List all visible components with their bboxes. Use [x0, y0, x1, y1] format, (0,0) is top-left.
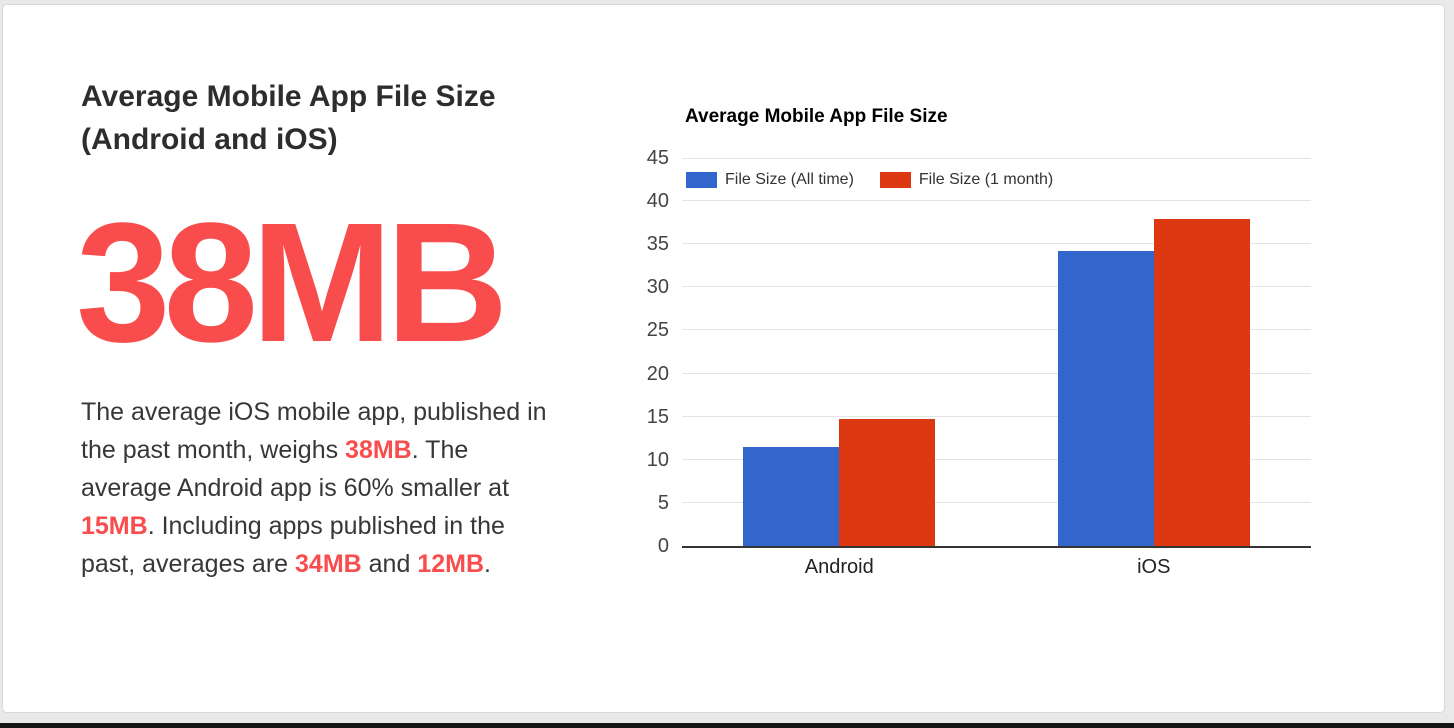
gridline-30	[682, 286, 1311, 288]
gridline-10	[682, 458, 1311, 460]
y-axis-label-35: 35	[646, 233, 669, 256]
y-axis-label-25: 25	[646, 319, 669, 342]
stat-value: 38MB	[76, 188, 508, 378]
legend-label: File Size (1 month)	[918, 171, 1054, 188]
chart-plot-area: File Size (All time) File Size (1 month) …	[647, 147, 1311, 578]
description-text: and	[361, 550, 418, 578]
y-axis-label-30: 30	[646, 276, 669, 299]
bar-ios-1-month	[1153, 219, 1250, 546]
y-axis-label-10: 10	[646, 448, 669, 471]
description-text: . The average Android app is 60% smaller…	[81, 436, 510, 502]
y-axis-label-15: 15	[646, 405, 669, 428]
bar-android-all-time	[743, 446, 840, 546]
description-text: The average iOS mobile app, published in…	[81, 398, 547, 464]
chart-legend: File Size (All time) File Size (1 month)	[686, 171, 1079, 189]
gridline-15	[682, 415, 1311, 417]
description-text: .	[484, 550, 491, 578]
gridline-40	[682, 200, 1311, 202]
bar-android-1-month	[839, 419, 936, 546]
legend-swatch	[879, 172, 911, 188]
description-highlight: 12MB	[417, 550, 484, 578]
description-highlight: 34MB	[295, 550, 362, 578]
stat-description: The average iOS mobile app, published in…	[81, 393, 556, 583]
legend-swatch	[686, 172, 717, 188]
gridline-45	[682, 158, 1311, 159]
y-axis-label-0: 0	[657, 535, 669, 557]
legend-item: File Size (1 month)	[879, 171, 1054, 189]
chart-title: Average Mobile App File Size	[685, 106, 948, 127]
description-highlight: 38MB	[345, 436, 412, 464]
y-axis-label-40: 40	[646, 190, 669, 213]
x-axis-label-android: Android	[804, 556, 874, 578]
gridline-35	[682, 243, 1311, 245]
gridline-25	[682, 329, 1311, 331]
gridline-5	[682, 501, 1311, 503]
legend-label: File Size (All time)	[725, 171, 854, 188]
y-axis-label-45: 45	[646, 147, 669, 169]
y-axis-label-20: 20	[646, 362, 669, 385]
x-axis-label-ios: iOS	[1137, 556, 1171, 578]
description-highlight: 15MB	[81, 512, 148, 540]
bar-ios-all-time	[1057, 251, 1154, 546]
legend-item: File Size (All time)	[686, 171, 854, 189]
y-axis-label-5: 5	[657, 491, 669, 514]
bottom-strip	[0, 723, 1454, 728]
description-text: . Including apps published in the past, …	[81, 512, 505, 578]
stat-heading: Average Mobile App File Size (Android an…	[81, 80, 496, 156]
gridline-20	[682, 372, 1311, 374]
